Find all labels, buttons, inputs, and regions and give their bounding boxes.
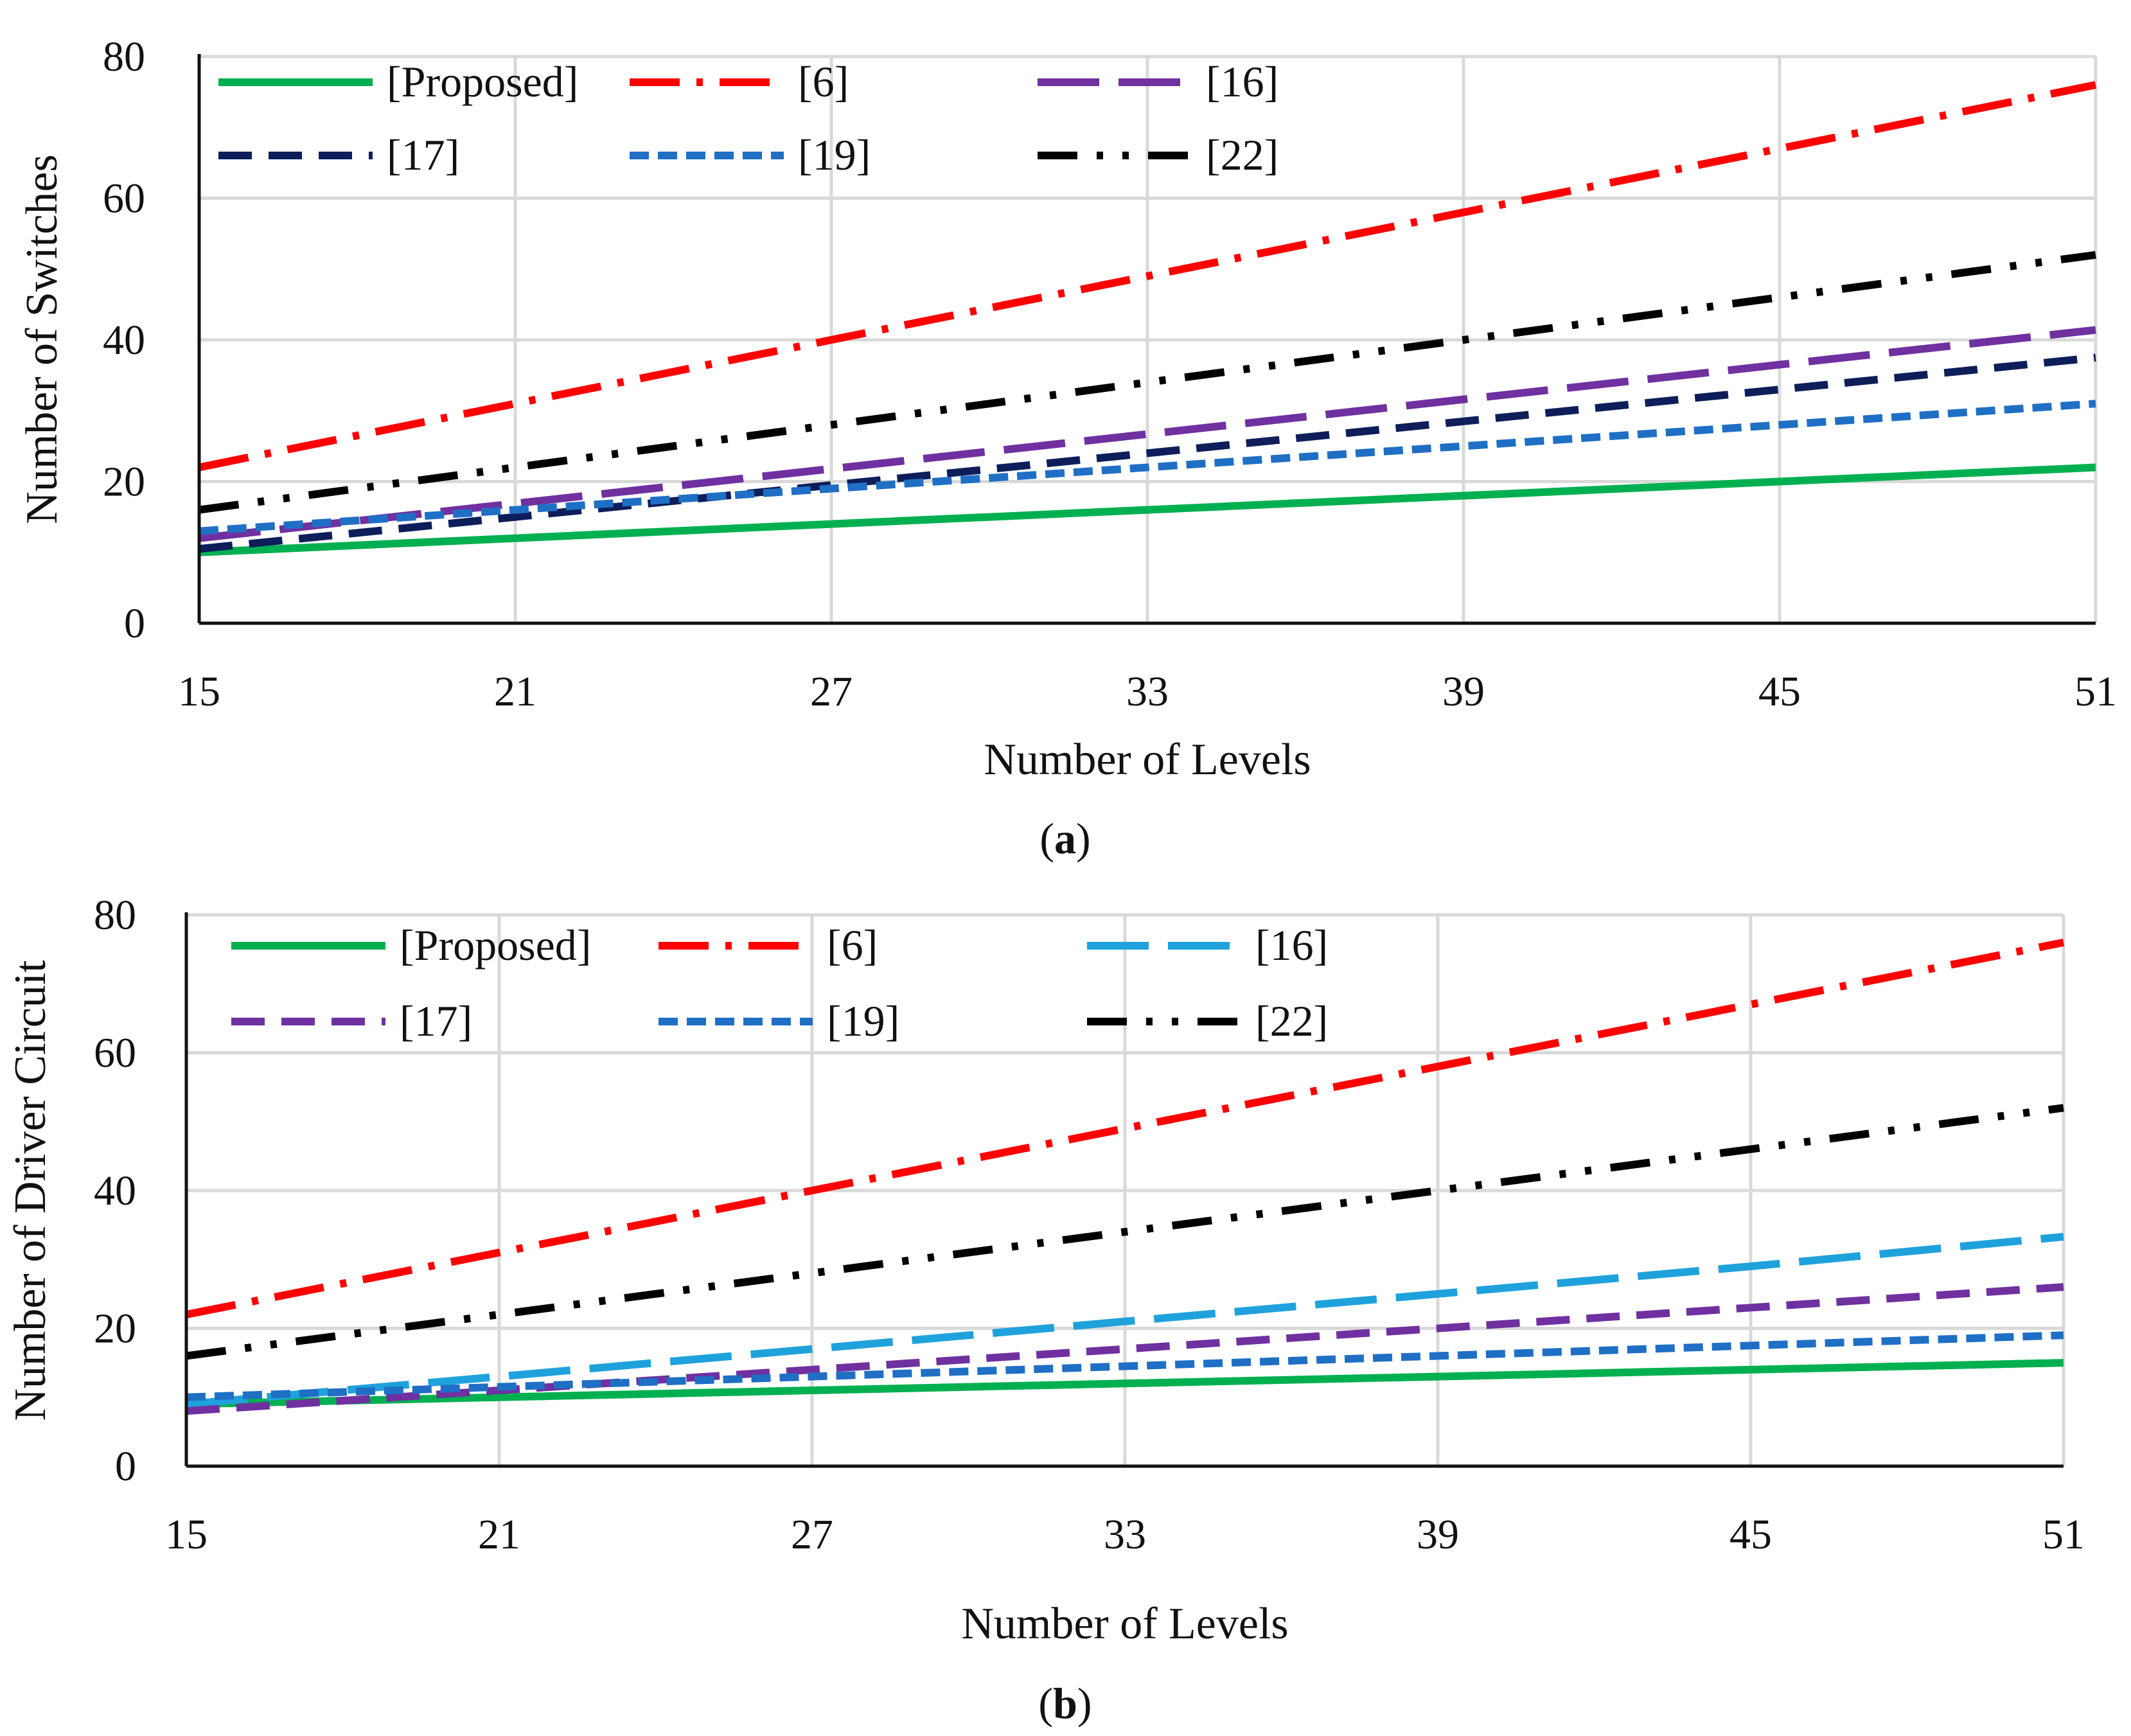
x-tick-label: 15 <box>165 1511 208 1558</box>
y-tick-label: 0 <box>124 600 145 647</box>
y-axis-title: Number of Switches <box>17 154 67 524</box>
y-tick-label: 40 <box>94 1167 136 1214</box>
legend-label: [Proposed] <box>400 921 591 970</box>
legend-label: [16] <box>1255 921 1328 970</box>
series-line-2 <box>185 939 2065 1318</box>
legend-label: [17] <box>387 130 459 179</box>
y-tick-label: 20 <box>94 1306 136 1352</box>
panel-label-a: (a) <box>1039 814 1090 863</box>
y-tick-label: 60 <box>103 175 145 222</box>
legend: [Proposed] [6] [16] [17] [19] [22] <box>218 57 1278 179</box>
legend-label: [Proposed] <box>387 57 578 106</box>
x-axis-title: Number of Levels <box>961 1599 1288 1649</box>
y-tick-label: 60 <box>94 1030 136 1077</box>
x-tick-label: 15 <box>178 668 220 715</box>
y-tick-label: 80 <box>103 33 145 80</box>
x-tick-label: 39 <box>1417 1511 1459 1558</box>
x-tick-label: 45 <box>1729 1511 1772 1558</box>
series-line-5 <box>199 400 2096 535</box>
y-tick-label: 40 <box>103 317 145 364</box>
x-tick-label: 21 <box>494 668 536 715</box>
x-tick-label: 39 <box>1442 668 1485 715</box>
chart-a: 15 21 27 33 39 45 51 0 20 40 60 80 Number of Levels N… <box>17 33 2117 784</box>
y-tick-label: 0 <box>115 1443 136 1490</box>
series-line-4 <box>199 353 2096 553</box>
legend-label: [22] <box>1255 996 1328 1045</box>
x-tick-label: 21 <box>478 1511 520 1558</box>
series-line-1 <box>186 1359 2064 1408</box>
x-tick-label: 27 <box>791 1511 833 1558</box>
x-tick-label: 51 <box>2074 668 2117 715</box>
legend-label: [19] <box>798 130 871 179</box>
series-line-1 <box>199 463 2096 556</box>
x-tick-label: 33 <box>1104 1511 1146 1558</box>
panel-label-b: (b) <box>1038 1679 1092 1728</box>
legend: [Proposed] [6] [16] [17] [19] [22] <box>231 921 1328 1045</box>
y-tick-label: 20 <box>103 459 145 506</box>
legend-label: [6] <box>798 57 849 106</box>
series-line-5 <box>186 1331 2064 1401</box>
legend-label: [6] <box>827 921 878 970</box>
x-axis-title: Number of Levels <box>984 735 1311 784</box>
series-line-3 <box>199 326 2096 542</box>
legend-label: [16] <box>1206 57 1278 106</box>
chart-b: 15 21 27 33 39 45 51 0 20 40 60 80 Number of Levels N… <box>6 892 2085 1649</box>
x-tick-label: 33 <box>1126 668 1169 715</box>
x-tick-label: 51 <box>2042 1511 2085 1558</box>
legend-label: [19] <box>827 996 899 1045</box>
x-tick-label: 45 <box>1758 668 1801 715</box>
legend-label: [22] <box>1206 130 1278 179</box>
series-line-6 <box>186 1104 2064 1360</box>
series-line-2 <box>198 81 2097 472</box>
y-axis-title: Number of Driver Circuit <box>6 960 55 1421</box>
y-tick-label: 80 <box>94 892 136 939</box>
x-tick-label: 27 <box>810 668 853 715</box>
series-line-3 <box>186 1232 2064 1408</box>
legend-label: [17] <box>400 996 472 1045</box>
